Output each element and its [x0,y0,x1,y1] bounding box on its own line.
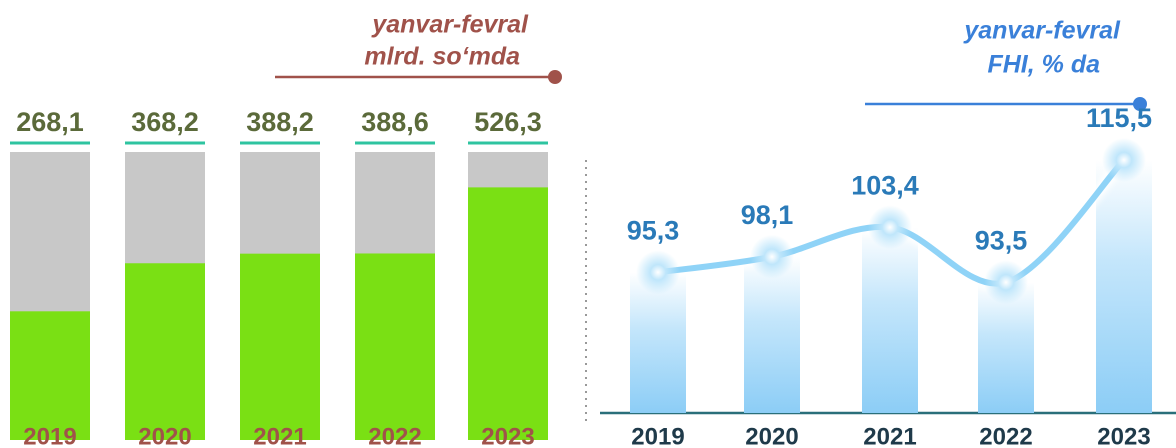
bar [10,311,90,440]
value-label: 95,3 [627,215,680,245]
right-header: yanvar-fevral FHI, % da [865,17,1147,111]
header-dot [548,70,562,84]
x-tick-label: 2021 [863,423,916,448]
annotation: FHI, % da [987,51,1100,79]
bar [125,263,205,440]
annotation: mlrd. so‘mda [364,43,520,71]
bar [862,227,918,413]
point [750,234,794,279]
annotation: yanvar-fevral [370,11,529,39]
bar [355,253,435,440]
bar [1096,160,1152,413]
point [868,205,912,250]
point [984,260,1028,305]
value-label: 115,5 [1086,103,1152,133]
bar [630,272,686,413]
x-tick-label: 2020 [745,423,798,448]
value-label: 93,5 [975,225,1028,255]
x-tick-label: 2021 [253,423,306,448]
header-dot [1133,97,1147,111]
point [1102,138,1146,183]
x-tick-label: 2020 [138,423,191,448]
left-header: yanvar-fevral mlrd. so‘mda [275,11,562,84]
x-tick-label: 2023 [1097,423,1150,448]
bar [744,256,800,413]
value-label: 368,2 [131,107,199,137]
x-tick-label: 2019 [23,423,76,448]
value-label: 388,6 [361,107,429,137]
value-label: 388,2 [246,107,314,137]
x-tick-label: 2022 [979,423,1032,448]
x-tick-label: 2023 [481,423,534,448]
point [636,250,680,295]
value-label: 103,4 [851,170,919,200]
bar [240,253,320,440]
value-label: 526,3 [474,107,542,137]
x-tick-label: 2019 [631,423,684,448]
value-label: 268,1 [16,107,84,137]
value-label: 98,1 [741,200,794,230]
x-tick-label: 2022 [368,423,421,448]
bar [468,187,548,440]
annotation: yanvar-fevral [962,17,1121,45]
